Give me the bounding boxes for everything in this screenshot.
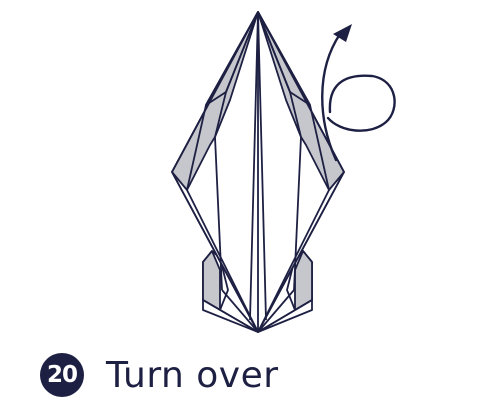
step-label: 20 Turn over [40, 345, 279, 405]
step-number-badge: 20 [40, 353, 84, 397]
crease-lines [171, 11, 345, 333]
arrow-head [333, 24, 352, 42]
step-instruction: Turn over [106, 354, 279, 396]
turn-over-arrow-icon [321, 32, 396, 162]
